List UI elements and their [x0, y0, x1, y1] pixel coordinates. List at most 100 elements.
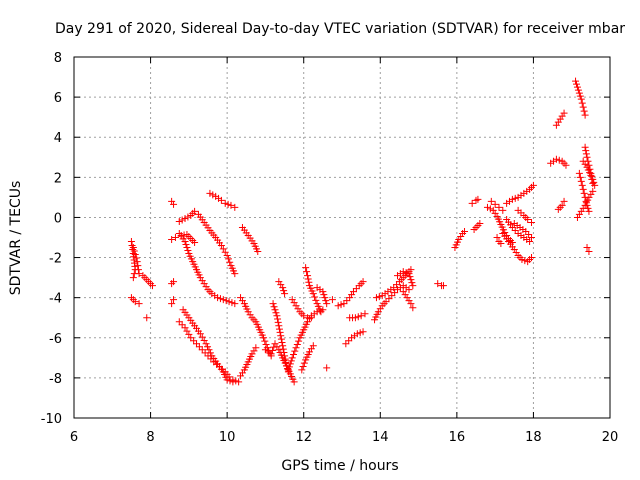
data-point — [219, 296, 227, 304]
data-point — [272, 309, 280, 317]
data-point — [560, 109, 568, 117]
data-point — [181, 238, 189, 246]
y-tick-labels: -10 -8 -6 -4 -2 0 2 4 6 8 — [41, 51, 62, 427]
data-point — [288, 354, 296, 362]
data-point — [178, 321, 186, 329]
data-point — [129, 274, 137, 282]
data-point — [560, 197, 568, 205]
data-point — [476, 219, 484, 227]
data-point — [171, 234, 179, 241]
data-point — [508, 223, 516, 231]
data-point — [268, 346, 276, 354]
data-point — [526, 238, 534, 246]
data-point — [375, 293, 383, 301]
data-point — [321, 294, 329, 302]
data-point — [323, 364, 331, 372]
data-point — [282, 359, 290, 367]
data-point — [486, 205, 494, 213]
data-point — [209, 191, 217, 199]
data-point — [589, 187, 597, 195]
data-point — [354, 313, 362, 321]
data-point — [231, 300, 239, 308]
data-point — [522, 227, 530, 235]
data-point — [487, 197, 495, 205]
data-point — [206, 189, 214, 197]
data-point — [170, 200, 178, 208]
data-point — [270, 303, 278, 311]
data-point — [252, 344, 260, 352]
data-point — [558, 201, 566, 209]
data-point — [271, 306, 279, 314]
y-tick-label: -6 — [49, 332, 62, 347]
data-point — [269, 300, 277, 308]
data-point — [334, 302, 342, 310]
data-point — [317, 308, 325, 316]
x-tick-label: 10 — [219, 430, 236, 445]
data-point — [405, 286, 413, 294]
x-tick-label: 20 — [602, 430, 619, 445]
data-point — [184, 213, 192, 221]
data-point — [282, 362, 290, 370]
data-point — [309, 342, 317, 350]
data-point — [225, 298, 233, 306]
x-tick-label: 14 — [372, 430, 389, 445]
data-point — [198, 346, 206, 354]
data-point — [276, 328, 284, 336]
data-point — [573, 83, 581, 91]
data-point — [287, 357, 295, 365]
data-point — [131, 251, 139, 259]
data-point — [187, 334, 195, 342]
data-point — [227, 201, 235, 209]
data-point — [393, 281, 401, 289]
data-point — [226, 258, 234, 266]
data-point — [585, 248, 593, 256]
data-point — [343, 297, 351, 305]
data-point — [357, 312, 365, 320]
y-tick-label: 2 — [54, 171, 62, 186]
data-point — [582, 197, 590, 205]
data-point — [483, 203, 491, 211]
data-point — [580, 107, 588, 115]
data-point — [293, 340, 301, 348]
data-point — [353, 330, 361, 338]
data-point — [579, 185, 587, 193]
chart-title: Day 291 of 2020, Sidereal Day-to-day VTE… — [55, 21, 625, 37]
y-tick-label: 0 — [54, 211, 62, 226]
data-point — [214, 294, 222, 302]
data-point — [262, 340, 270, 348]
data-point — [277, 332, 285, 340]
data-point — [319, 288, 327, 296]
data-point — [382, 298, 390, 306]
data-point — [127, 238, 135, 246]
data-point — [345, 337, 353, 345]
data-point — [493, 234, 501, 241]
data-point — [356, 329, 364, 337]
data-point — [572, 77, 580, 85]
data-point — [521, 257, 529, 265]
data-point — [134, 262, 142, 270]
data-point — [217, 196, 225, 204]
data-point — [168, 300, 176, 308]
data-point — [508, 195, 516, 203]
data-point — [182, 241, 190, 249]
data-point — [304, 275, 312, 283]
data-point — [555, 156, 563, 164]
data-point — [322, 297, 330, 305]
data-point — [328, 296, 336, 304]
y-tick-label: -2 — [49, 252, 62, 267]
data-point — [148, 282, 156, 290]
data-point — [216, 295, 224, 303]
data-point — [391, 289, 399, 297]
data-point — [281, 355, 289, 363]
data-point — [407, 276, 415, 284]
data-point — [524, 215, 532, 223]
data-point — [204, 343, 212, 351]
data-point — [184, 247, 192, 255]
data-point — [132, 254, 140, 262]
data-point — [205, 346, 213, 354]
data-point — [372, 294, 380, 302]
data-point — [135, 300, 143, 308]
data-point — [575, 89, 583, 97]
